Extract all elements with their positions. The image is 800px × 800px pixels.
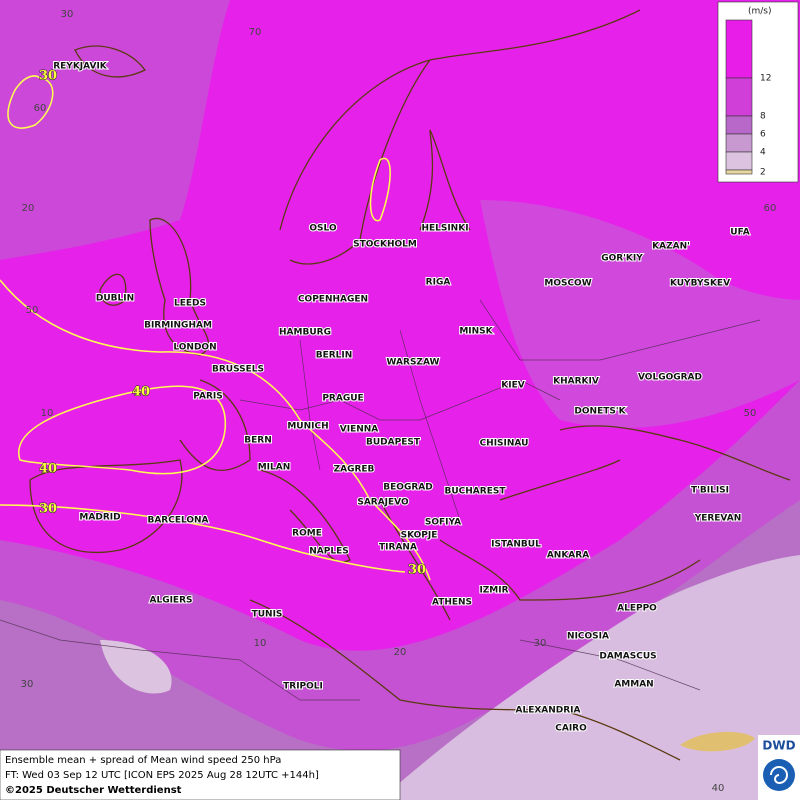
- graticule-label: 20: [394, 647, 407, 658]
- city-label: MUNICH: [287, 422, 328, 432]
- city-label: UFA: [730, 228, 749, 238]
- contours: [0, 75, 431, 581]
- city-label: MILAN: [258, 463, 291, 473]
- city-label: ALEPPO: [617, 604, 657, 614]
- legend-label: 8: [760, 112, 766, 122]
- city-label: T'BILISI: [691, 486, 729, 496]
- graticule-label: 10: [254, 638, 267, 649]
- city-label: DAMASCUS: [599, 652, 656, 662]
- city-label: ZAGREB: [334, 465, 375, 475]
- city-label: ALGIERS: [150, 596, 193, 606]
- graticule-label: 40: [712, 783, 725, 794]
- borders: [0, 299, 761, 701]
- legend-unit: (m/s): [748, 7, 772, 17]
- city-label: LEEDS: [174, 299, 206, 309]
- city-label: KAZAN': [652, 242, 690, 252]
- city-label: HAMBURG: [279, 328, 331, 338]
- city-label: BRUSSELS: [212, 365, 264, 375]
- city-label: ANKARA: [547, 551, 589, 561]
- city-label: DUBLIN: [96, 294, 134, 304]
- city-label: LONDON: [173, 343, 216, 353]
- city-label: HELSINKI: [421, 224, 468, 234]
- city-label: COPENHAGEN: [298, 295, 368, 305]
- city-label: SARAJEVO: [357, 498, 409, 508]
- graticule-label: 60: [34, 103, 47, 114]
- logo-swirl: [770, 766, 788, 785]
- city-label: PARIS: [193, 392, 223, 402]
- city-label: OSLO: [309, 224, 337, 234]
- contour-label: 40: [39, 462, 57, 477]
- field-8-12-east: [480, 200, 800, 428]
- city-label: BUDAPEST: [366, 438, 421, 448]
- city-label: BUCHAREST: [445, 487, 507, 497]
- city-label: CAIRO: [555, 724, 587, 734]
- graticule-label: 50: [744, 408, 757, 419]
- city-label: YEREVAN: [694, 514, 742, 524]
- footer-title: Ensemble mean + spread of Mean wind spee…: [5, 755, 281, 766]
- city-label: TUNIS: [252, 610, 283, 620]
- city-label: AMMAN: [614, 680, 653, 690]
- city-label: WARSZAW: [387, 358, 440, 368]
- city-label: MADRID: [79, 513, 120, 523]
- legend-label: 12: [760, 74, 771, 84]
- footer-box: [0, 749, 401, 800]
- city-label: RIGA: [426, 278, 451, 288]
- city-label: ALEXANDRIA: [516, 706, 581, 716]
- logo-text: DWD: [762, 739, 795, 753]
- legend-label: 6: [760, 130, 766, 140]
- city-label: NAPLES: [309, 547, 348, 557]
- legend-label: 2: [760, 168, 766, 178]
- graticule-label: 10: [41, 408, 54, 419]
- graticule-label: 20: [22, 203, 35, 214]
- graticule-label: 60: [764, 203, 777, 214]
- city-label: DONETS'K: [574, 407, 626, 417]
- city-label: PRAGUE: [322, 394, 363, 404]
- footer-copyright: ©2025 Deutscher Wetterdienst: [5, 785, 182, 796]
- graticule-label: 30: [61, 9, 74, 20]
- city-label: SKOPJE: [401, 531, 438, 541]
- city-label: SOFIYA: [425, 518, 461, 528]
- city-label: BIRMINGHAM: [144, 321, 212, 331]
- footer-time: FT: Wed 03 Sep 12 UTC [ICON EPS 2025 Aug…: [5, 770, 319, 781]
- contour-label: 30: [39, 69, 57, 84]
- city-label: STOCKHOLM: [353, 240, 417, 250]
- city-label: KHARKIV: [553, 377, 599, 387]
- city-label: VOLGOGRAD: [638, 373, 702, 383]
- city-label: KUYBYSKEV: [670, 279, 730, 289]
- city-label: ROME: [292, 529, 322, 539]
- field-lt2: [680, 731, 755, 752]
- city-label: GOR'KIY: [601, 254, 643, 264]
- city-label: TRIPOLI: [283, 682, 323, 692]
- city-label: ATHENS: [432, 598, 472, 608]
- contour-label: 30: [408, 563, 426, 578]
- city-label: NICOSIA: [567, 632, 609, 642]
- city-label: MINSK: [459, 327, 493, 337]
- city-label: BEOGRAD: [383, 483, 432, 493]
- city-label: REYKJAVIK: [53, 62, 108, 72]
- field-2-4-africa: [100, 640, 172, 694]
- city-label: MOSCOW: [544, 279, 591, 289]
- city-label: IZMIR: [479, 586, 508, 596]
- city-label: TIRANA: [379, 543, 417, 553]
- contour-label: 30: [39, 502, 57, 517]
- contour-label: 40: [132, 385, 150, 400]
- graticule-label: 30: [534, 638, 547, 649]
- graticule-label: 70: [249, 27, 262, 38]
- city-label: CHISINAU: [480, 439, 529, 449]
- graticule-label: 50: [26, 305, 39, 316]
- coastlines: [29, 9, 791, 761]
- city-label: BARCELONA: [147, 516, 208, 526]
- legend-label: 4: [760, 148, 766, 158]
- legend: [717, 1, 799, 183]
- city-label: VIENNA: [340, 425, 379, 435]
- city-label: BERLIN: [316, 351, 353, 361]
- city-label: KIEV: [501, 381, 524, 391]
- city-label: ISTANBUL: [491, 540, 541, 550]
- city-label: BERN: [244, 436, 271, 446]
- graticule-label: 30: [21, 679, 34, 690]
- field-8-12: [0, 0, 230, 260]
